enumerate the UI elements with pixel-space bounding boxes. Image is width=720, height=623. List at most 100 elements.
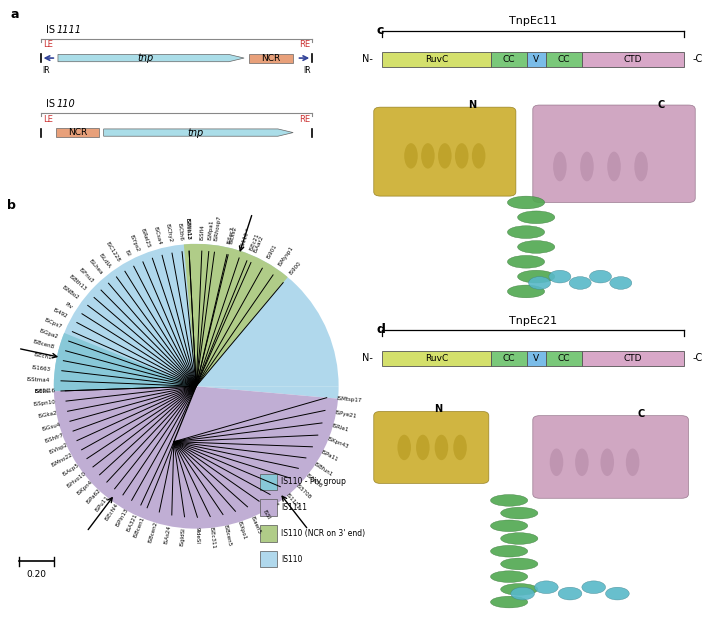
Text: ISAcp5: ISAcp5: [61, 462, 80, 477]
Text: CTD: CTD: [624, 55, 642, 64]
Text: ISVisp2: ISVisp2: [48, 442, 69, 455]
FancyBboxPatch shape: [374, 411, 489, 483]
Text: ISI: ISI: [123, 249, 131, 257]
Text: -C: -C: [693, 54, 703, 64]
Bar: [582, 52, 683, 67]
Text: ISBcen5: ISBcen5: [222, 524, 232, 546]
Text: ISChy2: ISChy2: [164, 222, 172, 242]
Text: ISHvo10: ISHvo10: [66, 471, 86, 489]
Text: 110: 110: [56, 99, 75, 109]
Text: ISRel25: ISRel25: [140, 227, 151, 249]
Text: ISPa11: ISPa11: [320, 449, 339, 462]
Text: TnpEc21: TnpEc21: [509, 315, 557, 326]
Text: ISNBo2: ISNBo2: [61, 285, 80, 301]
FancyArrow shape: [104, 129, 293, 136]
Text: RE: RE: [299, 40, 310, 49]
Ellipse shape: [518, 211, 555, 224]
Wedge shape: [54, 333, 196, 391]
Text: ISEfa16: ISEfa16: [35, 389, 55, 394]
Ellipse shape: [490, 520, 528, 531]
Text: IS1111: IS1111: [282, 503, 307, 512]
Text: ISgldSI: ISgldSI: [179, 526, 186, 546]
Ellipse shape: [590, 270, 611, 283]
Bar: [582, 351, 683, 366]
Text: ISMysp1: ISMysp1: [277, 245, 294, 267]
Bar: [261, 551, 276, 567]
Text: ISBcen1: ISBcen1: [132, 516, 145, 538]
Text: ISGka2: ISGka2: [38, 411, 58, 419]
Text: ISSpn10: ISSpn10: [33, 400, 56, 407]
Text: ISMno22: ISMno22: [51, 452, 74, 468]
Bar: [491, 52, 527, 67]
Bar: [261, 500, 276, 516]
Text: IS5708: IS5708: [295, 483, 312, 500]
Text: *: *: [274, 502, 279, 506]
Text: ISRhosp7: ISRhosp7: [214, 215, 222, 241]
Ellipse shape: [500, 558, 538, 570]
Text: ISPln13: ISPln13: [114, 508, 129, 528]
Ellipse shape: [607, 151, 621, 181]
Text: N-: N-: [362, 353, 373, 363]
Text: IS: IS: [46, 99, 55, 109]
Ellipse shape: [397, 435, 411, 460]
Text: ISEc21: ISEc21: [249, 232, 261, 251]
Ellipse shape: [634, 151, 648, 181]
Text: N-: N-: [362, 54, 373, 64]
Text: ISAar2: ISAar2: [253, 234, 265, 253]
Text: ISAs24: ISAs24: [164, 525, 172, 544]
Text: 0.20: 0.20: [27, 569, 46, 579]
Text: TnpEc11: TnpEc11: [509, 16, 557, 27]
Text: ISYps2: ISYps2: [129, 234, 140, 252]
Ellipse shape: [455, 143, 469, 169]
Text: ISEc311: ISEc311: [209, 526, 216, 549]
Text: IS110: IS110: [282, 554, 303, 564]
Text: IS900: IS900: [289, 260, 302, 275]
Ellipse shape: [500, 533, 538, 545]
Text: RE: RE: [299, 115, 310, 123]
Text: ISCsa4: ISCsa4: [152, 226, 162, 245]
Text: ISSI: ISSI: [261, 509, 271, 520]
Text: IR: IR: [42, 66, 50, 75]
Text: IS110 *: IS110 *: [240, 227, 251, 248]
Text: d: d: [377, 323, 385, 336]
Text: ISEch1: ISEch1: [34, 353, 53, 361]
Text: C: C: [658, 100, 665, 110]
Bar: [527, 351, 546, 366]
Bar: [56, 128, 99, 137]
FancyBboxPatch shape: [533, 416, 688, 498]
Text: NCR: NCR: [68, 128, 87, 137]
Ellipse shape: [553, 151, 567, 181]
Ellipse shape: [490, 545, 528, 557]
Text: 1111: 1111: [56, 24, 81, 34]
Ellipse shape: [500, 584, 538, 595]
Bar: [261, 525, 276, 541]
Text: ISBcen2: ISBcen2: [148, 521, 159, 543]
Text: IS1618: IS1618: [305, 473, 323, 488]
Ellipse shape: [416, 435, 430, 460]
Text: RuvC: RuvC: [425, 55, 448, 64]
Text: ISC1228: ISC1228: [104, 241, 121, 263]
Text: RuvC: RuvC: [425, 354, 448, 363]
Wedge shape: [54, 386, 338, 529]
FancyArrow shape: [58, 54, 244, 62]
Text: CTD: CTD: [624, 354, 642, 363]
Ellipse shape: [528, 277, 551, 289]
Text: ISPye21: ISPye21: [334, 410, 357, 419]
Bar: [491, 351, 527, 366]
Text: ISKpn4: ISKpn4: [76, 480, 94, 497]
Text: ISA321: ISA321: [126, 513, 139, 533]
Text: ISaen5: ISaen5: [249, 515, 261, 535]
Text: ISLxx2: ISLxx2: [228, 226, 238, 244]
Text: LE: LE: [42, 40, 53, 49]
Text: ISMpa1: ISMpa1: [207, 220, 215, 240]
Ellipse shape: [518, 270, 555, 283]
Ellipse shape: [575, 449, 589, 476]
Text: IS1111: IS1111: [285, 493, 301, 511]
Ellipse shape: [490, 571, 528, 583]
Text: IS110 - Piv group: IS110 - Piv group: [282, 477, 346, 487]
Text: CC: CC: [503, 354, 516, 363]
Text: 9ldeSI: 9ldeSI: [195, 527, 200, 545]
Text: ISSer7: ISSer7: [227, 226, 236, 244]
Text: -C: -C: [693, 353, 703, 363]
Text: V: V: [534, 354, 539, 363]
